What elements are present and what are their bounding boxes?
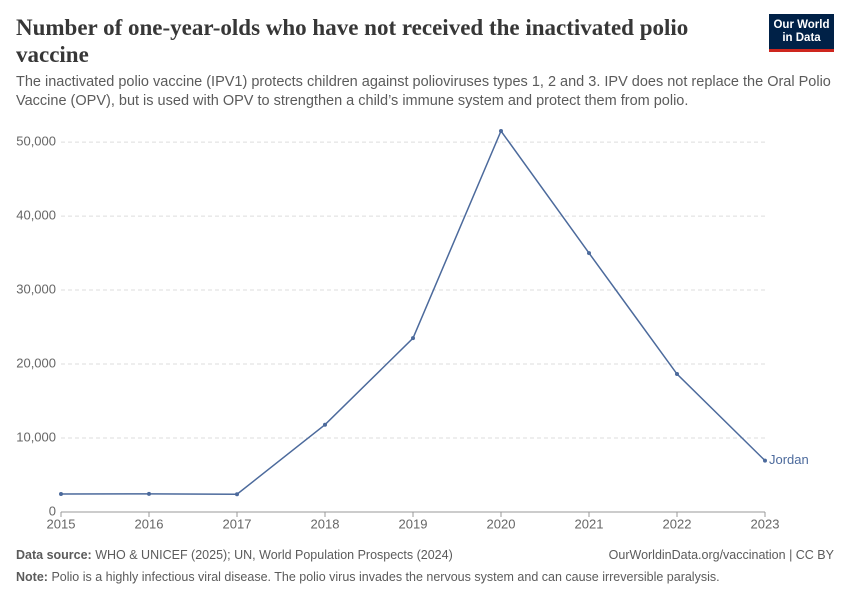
line xyxy=(60,129,766,495)
y-tick-label: 0 xyxy=(49,503,56,518)
note: Note: Polio is a highly infectious viral… xyxy=(16,570,720,584)
point xyxy=(499,129,503,133)
point xyxy=(323,422,327,427)
point xyxy=(587,251,591,256)
x-tick-label: 2018 xyxy=(311,516,340,531)
point xyxy=(411,336,415,341)
logo-line: Our World xyxy=(773,19,830,31)
y-tick-label: 50,000 xyxy=(16,134,56,149)
logo[interactable]: Our World in Data xyxy=(769,14,834,52)
source-text: WHO & UNICEF (2025); UN, World Populatio… xyxy=(95,548,453,562)
x-tick-label: 2020 xyxy=(487,516,516,531)
x-tick-label: 2017 xyxy=(223,516,252,531)
point xyxy=(763,458,767,463)
y-tick-label: 10,000 xyxy=(16,429,56,444)
x-tick-label: 2019 xyxy=(399,516,428,531)
url[interactable]: OurWorldinData.org/vaccination | CC BY xyxy=(608,548,834,562)
source-label: Data source: xyxy=(16,548,92,562)
subtitle: The inactivated polio vaccine (IPV1) pro… xyxy=(16,74,831,109)
y-tick-label: 40,000 xyxy=(16,208,56,223)
note-text: Polio is a highly infectious viral disea… xyxy=(51,570,720,584)
series-label: Jordan xyxy=(769,452,809,467)
point xyxy=(675,372,679,377)
y-tick-label: 30,000 xyxy=(16,281,56,296)
x-tick-label: 2022 xyxy=(663,516,692,531)
x-tick-label: 2015 xyxy=(47,516,76,531)
x-tick-label: 2023 xyxy=(751,516,780,531)
source: Data source: WHO & UNICEF (2025); UN, Wo… xyxy=(16,548,453,562)
chart-title: Number of one-year-olds who have not rec… xyxy=(16,15,689,67)
x-tick-label: 2016 xyxy=(135,516,164,531)
point xyxy=(147,491,151,496)
note-label: Note: xyxy=(16,570,48,584)
y-tick-label: 20,000 xyxy=(16,355,56,370)
x-tick-label: 2021 xyxy=(575,516,604,531)
point xyxy=(235,492,239,497)
point xyxy=(59,492,63,497)
logo-line: in Data xyxy=(782,32,821,44)
